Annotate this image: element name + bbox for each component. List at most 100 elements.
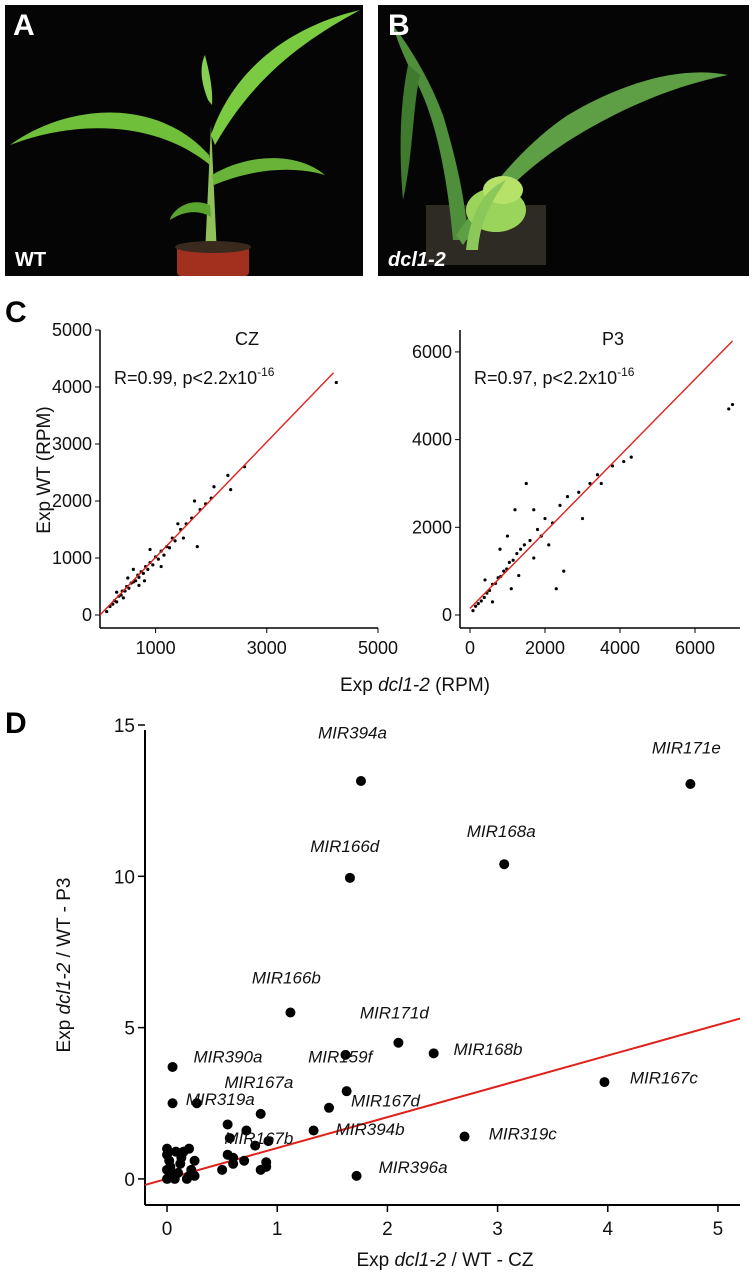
p3-xtick-label: 4000 — [600, 638, 640, 658]
d-point — [162, 1173, 173, 1184]
dcl1-2-plant-illustration — [393, 25, 728, 265]
p3-point — [490, 600, 495, 604]
d-label-mir319c: MIR319c — [489, 1125, 558, 1144]
d-label-mir390a: MIR390a — [193, 1047, 262, 1066]
d-point — [324, 1102, 335, 1113]
d-point-mir167d — [341, 1086, 352, 1097]
p3-point — [562, 569, 566, 573]
d-label-mir167a: MIR167a — [224, 1073, 293, 1092]
p3-point — [502, 569, 506, 573]
p3-point — [519, 547, 523, 551]
d-label-mir166b: MIR166b — [252, 969, 321, 988]
cz-point — [121, 596, 125, 600]
p3-point — [610, 464, 615, 468]
cz-point — [126, 576, 130, 580]
d-point — [228, 1158, 239, 1169]
d-point — [224, 1133, 235, 1144]
d-point — [222, 1119, 233, 1130]
p3-point — [471, 609, 475, 613]
p3-point — [517, 573, 521, 578]
d-ytick-label: 5 — [124, 1019, 135, 1040]
p3-point — [565, 495, 570, 499]
d-point-mir394b — [308, 1125, 319, 1136]
p3-point — [532, 556, 536, 560]
p3-point — [524, 481, 528, 486]
d-label-mir167d: MIR167d — [351, 1091, 421, 1110]
cz-point — [173, 539, 177, 543]
cz-point — [159, 564, 163, 569]
d-label-mir171e: MIR171e — [652, 739, 721, 758]
panel-c-letter: C — [5, 296, 27, 329]
d-point-mir319a — [191, 1098, 202, 1109]
cz-point — [229, 488, 233, 492]
d-point-mir171e — [685, 779, 696, 790]
d-point-mir167a — [255, 1108, 266, 1119]
p3-point — [511, 558, 515, 562]
d-ytick-label: 0 — [124, 1170, 135, 1191]
cz-point — [176, 522, 180, 526]
photo-panel-b: B dcl1-2 — [378, 5, 749, 276]
d-point-mir167b — [241, 1125, 252, 1136]
cz-ytick-label: 1000 — [52, 548, 92, 568]
p3-point — [522, 543, 526, 547]
p3-ytick-label: 6000 — [412, 342, 452, 362]
d-point — [167, 1098, 178, 1109]
d-point — [176, 1152, 187, 1163]
p3-point — [730, 402, 735, 407]
panel-a-letter: A — [13, 9, 35, 42]
cz-ytick-label: 4000 — [52, 377, 92, 397]
panel-b-letter: B — [388, 9, 410, 42]
cz-point — [115, 600, 119, 604]
cz-point — [137, 575, 141, 579]
d-x-axis-label: Exp dcl1-2 / WT - CZ — [356, 1250, 533, 1271]
p3-point — [513, 508, 517, 512]
p3-point — [483, 578, 487, 582]
d-point — [255, 1164, 266, 1175]
c-y-axis-label: Exp WT (RPM) — [34, 406, 55, 533]
d-point-mir390a — [167, 1061, 178, 1072]
d-label-mir168b: MIR168b — [454, 1040, 523, 1059]
d-point-mir168a — [499, 859, 510, 870]
cz-point — [142, 579, 147, 583]
p3-title: P3 — [602, 329, 624, 349]
cz-point — [167, 546, 172, 550]
p3-point — [599, 481, 603, 486]
p3-ytick-label: 2000 — [412, 517, 452, 537]
p3-point — [498, 547, 502, 551]
cz-ytick-label: 0 — [82, 605, 92, 625]
d-point — [189, 1170, 200, 1181]
panel-b-caption: dcl1-2 — [388, 249, 446, 271]
d-xtick-label: 3 — [492, 1219, 503, 1240]
p3-point — [507, 560, 511, 564]
d-y-axis-label: Exp dcl1-2 / WT - P3 — [54, 878, 75, 1053]
p3-ytick-label: 0 — [442, 605, 452, 625]
p3-xtick-label: 6000 — [675, 638, 715, 658]
p3-point — [528, 538, 532, 543]
d-point — [184, 1143, 195, 1154]
cz-point — [127, 586, 131, 590]
p3-point — [580, 516, 585, 521]
cz-point — [141, 571, 145, 575]
p3-point — [577, 490, 581, 494]
p3-point — [727, 407, 731, 411]
cz-point — [105, 609, 109, 614]
d-label-mir171d: MIR171d — [360, 1004, 430, 1023]
d-ytick-label: 15 — [114, 716, 135, 737]
p3-point — [535, 527, 540, 532]
panel-d-letter: D — [5, 707, 27, 740]
p3-point — [515, 552, 519, 556]
p3-point — [622, 459, 626, 464]
d-point-mir319c — [459, 1131, 470, 1142]
d-xtick-label: 2 — [382, 1219, 393, 1240]
cz-point — [181, 536, 185, 540]
d-point-mir159f — [340, 1049, 351, 1060]
cz-xtick-label: 5000 — [358, 638, 398, 658]
d-point — [250, 1140, 261, 1151]
d-point-mir166d — [344, 872, 355, 883]
d-point-mir166b — [285, 1007, 296, 1018]
d-point-mir394a — [355, 775, 366, 786]
cz-ytick-label: 2000 — [52, 491, 92, 511]
d-label-mir319a: MIR319a — [186, 1090, 255, 1109]
cz-group: 0 1000 2000 3000 4000 5000 1000 3000 5000 CZ R=0.9… — [52, 320, 398, 658]
